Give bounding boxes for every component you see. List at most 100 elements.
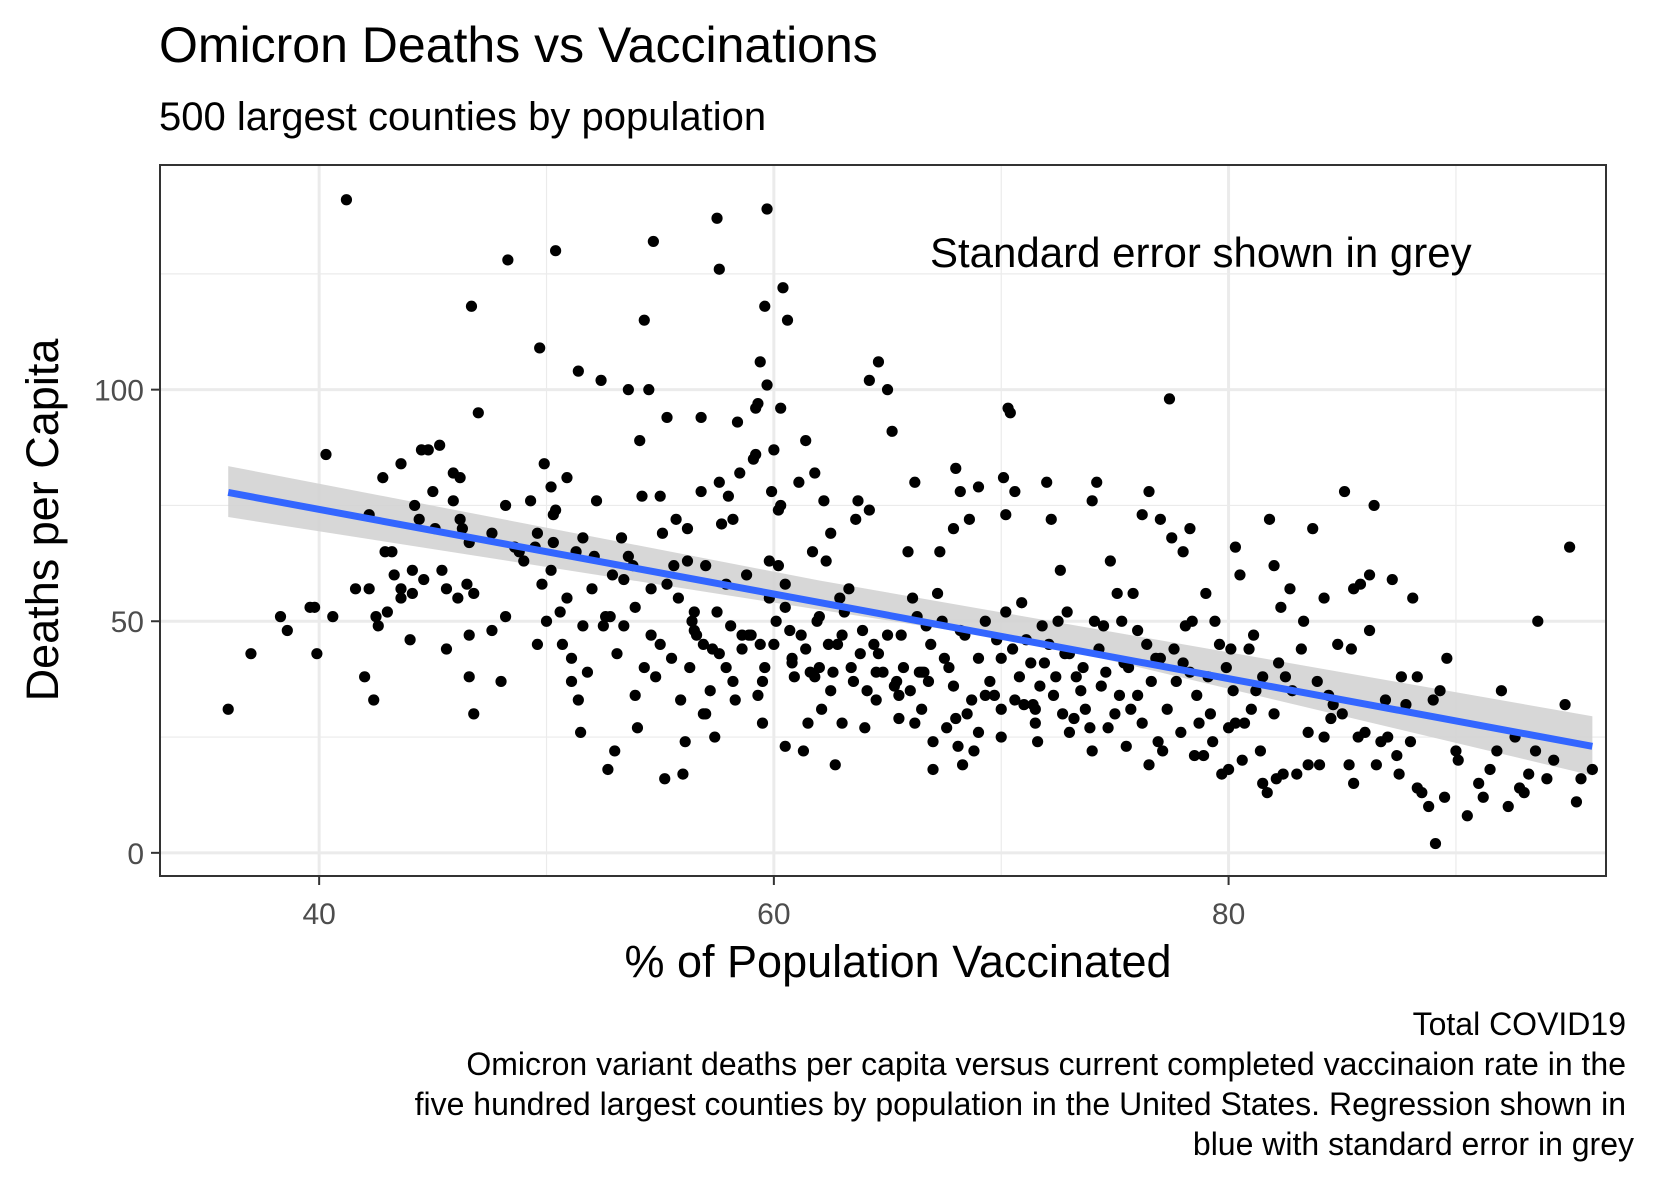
data-point xyxy=(636,490,648,502)
data-point xyxy=(972,726,985,739)
data-point xyxy=(877,666,889,678)
data-point xyxy=(700,560,712,572)
data-point xyxy=(818,495,830,507)
data-point xyxy=(1154,652,1166,664)
data-point xyxy=(1163,393,1176,405)
data-point xyxy=(1441,652,1453,664)
data-point xyxy=(1095,680,1107,692)
data-point xyxy=(1284,583,1296,595)
data-point xyxy=(795,629,807,641)
data-point xyxy=(1045,513,1057,525)
data-point xyxy=(1279,671,1292,683)
data-point xyxy=(720,661,732,674)
data-point xyxy=(893,712,905,725)
data-point xyxy=(863,504,875,516)
data-point xyxy=(1177,657,1189,669)
data-point xyxy=(1325,712,1337,725)
data-point xyxy=(897,661,910,674)
data-point xyxy=(1029,717,1041,729)
data-point xyxy=(1091,476,1103,488)
data-point xyxy=(711,212,723,224)
data-point xyxy=(902,546,914,558)
data-point xyxy=(1407,592,1419,604)
data-point xyxy=(836,629,848,641)
regression-layer xyxy=(227,489,1593,750)
data-point xyxy=(1188,749,1201,762)
data-point xyxy=(834,592,846,604)
data-point xyxy=(681,523,694,535)
data-point xyxy=(872,648,885,660)
data-point xyxy=(756,675,769,688)
data-point xyxy=(788,671,800,683)
data-point xyxy=(456,523,468,535)
data-point xyxy=(538,458,550,470)
data-point xyxy=(1225,643,1237,655)
data-point xyxy=(836,717,848,729)
data-point xyxy=(709,731,721,743)
data-point xyxy=(440,643,453,655)
data-point xyxy=(802,717,814,729)
data-point xyxy=(645,583,657,595)
data-point xyxy=(922,675,935,688)
data-point xyxy=(754,356,766,368)
data-point xyxy=(916,703,928,715)
data-point xyxy=(340,194,353,206)
data-point xyxy=(661,578,673,590)
data-point xyxy=(952,740,964,752)
data-point xyxy=(1391,749,1403,762)
data-point xyxy=(1411,671,1423,683)
data-point xyxy=(454,472,466,484)
data-point xyxy=(1120,740,1132,752)
data-point xyxy=(1191,689,1203,701)
data-point xyxy=(827,666,839,678)
data-point xyxy=(852,495,864,507)
data-point xyxy=(1302,759,1314,771)
data-point xyxy=(727,513,739,525)
x-tick-label: 60 xyxy=(757,898,790,931)
data-point xyxy=(1491,745,1503,757)
data-point xyxy=(1379,694,1392,706)
data-point xyxy=(761,379,773,391)
data-point xyxy=(713,476,725,488)
y-axis-label: Deaths per Capita xyxy=(17,338,68,702)
data-point xyxy=(963,513,975,525)
data-point xyxy=(927,763,939,776)
data-point xyxy=(418,573,430,586)
data-point xyxy=(1000,606,1012,618)
data-point xyxy=(1068,712,1080,725)
data-point xyxy=(381,606,393,618)
data-point xyxy=(1461,810,1473,822)
data-point xyxy=(1318,731,1330,743)
data-point xyxy=(368,694,380,706)
data-point xyxy=(518,555,530,567)
data-point xyxy=(891,675,903,688)
data-point xyxy=(1084,722,1096,734)
data-point xyxy=(809,671,821,683)
data-point xyxy=(756,717,769,729)
data-point xyxy=(831,638,844,651)
data-point xyxy=(800,434,812,447)
data-point xyxy=(1382,731,1394,743)
data-point xyxy=(715,518,728,530)
data-point xyxy=(540,615,553,627)
data-point xyxy=(1086,495,1098,507)
data-point xyxy=(1175,726,1187,739)
data-point xyxy=(675,694,687,706)
data-point xyxy=(622,384,634,396)
data-point xyxy=(1250,685,1262,697)
data-point xyxy=(1036,620,1048,632)
data-point xyxy=(784,624,796,637)
data-point xyxy=(740,569,753,581)
data-point xyxy=(631,722,644,734)
data-point xyxy=(668,560,680,572)
data-point xyxy=(995,652,1007,664)
data-point xyxy=(463,671,475,683)
data-point xyxy=(1348,777,1360,789)
data-point xyxy=(1318,592,1330,604)
data-point xyxy=(434,439,446,451)
data-point xyxy=(327,611,339,623)
data-point xyxy=(856,624,869,637)
data-point xyxy=(550,504,562,516)
data-point xyxy=(695,411,707,424)
data-point xyxy=(561,472,573,484)
